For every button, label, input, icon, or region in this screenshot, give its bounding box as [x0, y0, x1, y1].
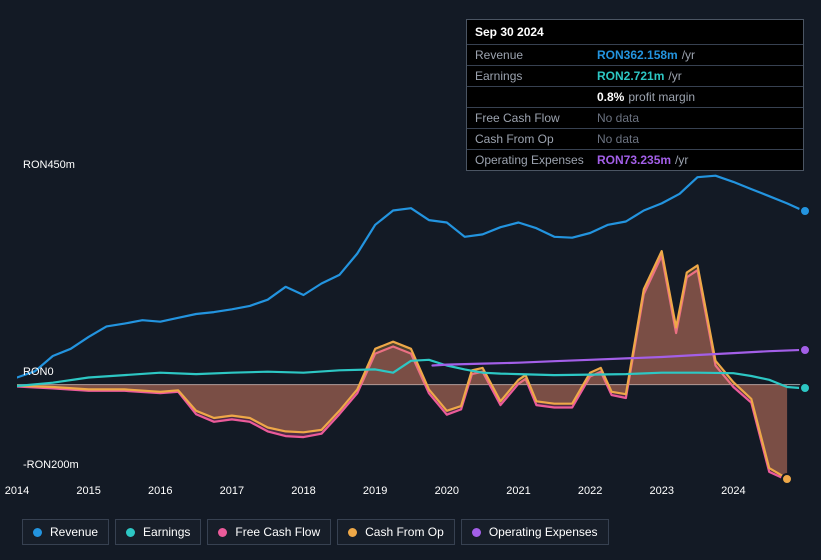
x-axis-tick: 2017	[220, 485, 244, 497]
earnings-series-end-marker	[799, 382, 811, 394]
tooltip-row: Cash From Op No data	[467, 128, 803, 149]
legend-item-cash-from-op[interactable]: Cash From Op	[337, 519, 455, 545]
legend-label: Revenue	[50, 525, 98, 539]
legend-swatch	[126, 528, 135, 537]
tooltip-row: Operating Expenses RON73.235m/yr	[467, 149, 803, 170]
tooltip-row-value: No data	[597, 112, 639, 124]
tooltip-row-label: Free Cash Flow	[475, 112, 585, 124]
y-axis-label: RON0	[23, 366, 54, 378]
x-axis-tick: 2015	[76, 485, 100, 497]
tooltip-row-value: 0.8%profit margin	[597, 91, 695, 103]
y-axis-label: -RON200m	[23, 459, 79, 471]
tooltip-row-label: Operating Expenses	[475, 154, 585, 166]
tooltip-row-label: Revenue	[475, 49, 585, 61]
legend-swatch	[348, 528, 357, 537]
tooltip-row: 0.8%profit margin	[467, 86, 803, 107]
tooltip-row-label	[475, 91, 585, 103]
x-axis-tick: 2020	[435, 485, 459, 497]
tooltip-row-value: No data	[597, 133, 639, 145]
cashop-series-end-marker	[781, 473, 793, 485]
revenue-series-end-marker	[799, 205, 811, 217]
tooltip-row: Earnings RON2.721m/yr	[467, 65, 803, 86]
legend-swatch	[472, 528, 481, 537]
legend-label: Earnings	[143, 525, 190, 539]
x-axis-tick: 2023	[649, 485, 673, 497]
tooltip-date: Sep 30 2024	[467, 20, 803, 44]
legend-item-revenue[interactable]: Revenue	[22, 519, 109, 545]
legend-item-earnings[interactable]: Earnings	[115, 519, 201, 545]
legend-swatch	[33, 528, 42, 537]
legend-label: Operating Expenses	[489, 525, 598, 539]
y-axis-label: RON450m	[23, 159, 75, 171]
tooltip-row: Revenue RON362.158m/yr	[467, 44, 803, 65]
legend-item-operating-expenses[interactable]: Operating Expenses	[461, 519, 609, 545]
x-axis-tick: 2024	[721, 485, 745, 497]
tooltip-row-value: RON73.235m/yr	[597, 154, 688, 166]
legend-label: Free Cash Flow	[235, 525, 320, 539]
x-axis-tick: 2022	[578, 485, 602, 497]
legend-swatch	[218, 528, 227, 537]
x-axis-tick: 2018	[291, 485, 315, 497]
x-axis-tick: 2016	[148, 485, 172, 497]
legend-label: Cash From Op	[365, 525, 444, 539]
chart-tooltip: Sep 30 2024 Revenue RON362.158m/yr Earning…	[466, 19, 804, 171]
x-axis-tick: 2014	[5, 485, 29, 497]
tooltip-row-label: Cash From Op	[475, 133, 585, 145]
tooltip-row-value: RON2.721m/yr	[597, 70, 682, 82]
legend-item-free-cash-flow[interactable]: Free Cash Flow	[207, 519, 331, 545]
x-axis-tick: 2019	[363, 485, 387, 497]
tooltip-row-value: RON362.158m/yr	[597, 49, 695, 61]
opex-series-end-marker	[799, 344, 811, 356]
chart-legend: Revenue Earnings Free Cash Flow Cash From O…	[22, 519, 609, 545]
tooltip-row-label: Earnings	[475, 70, 585, 82]
tooltip-row: Free Cash Flow No data	[467, 107, 803, 128]
x-axis-tick: 2021	[506, 485, 530, 497]
